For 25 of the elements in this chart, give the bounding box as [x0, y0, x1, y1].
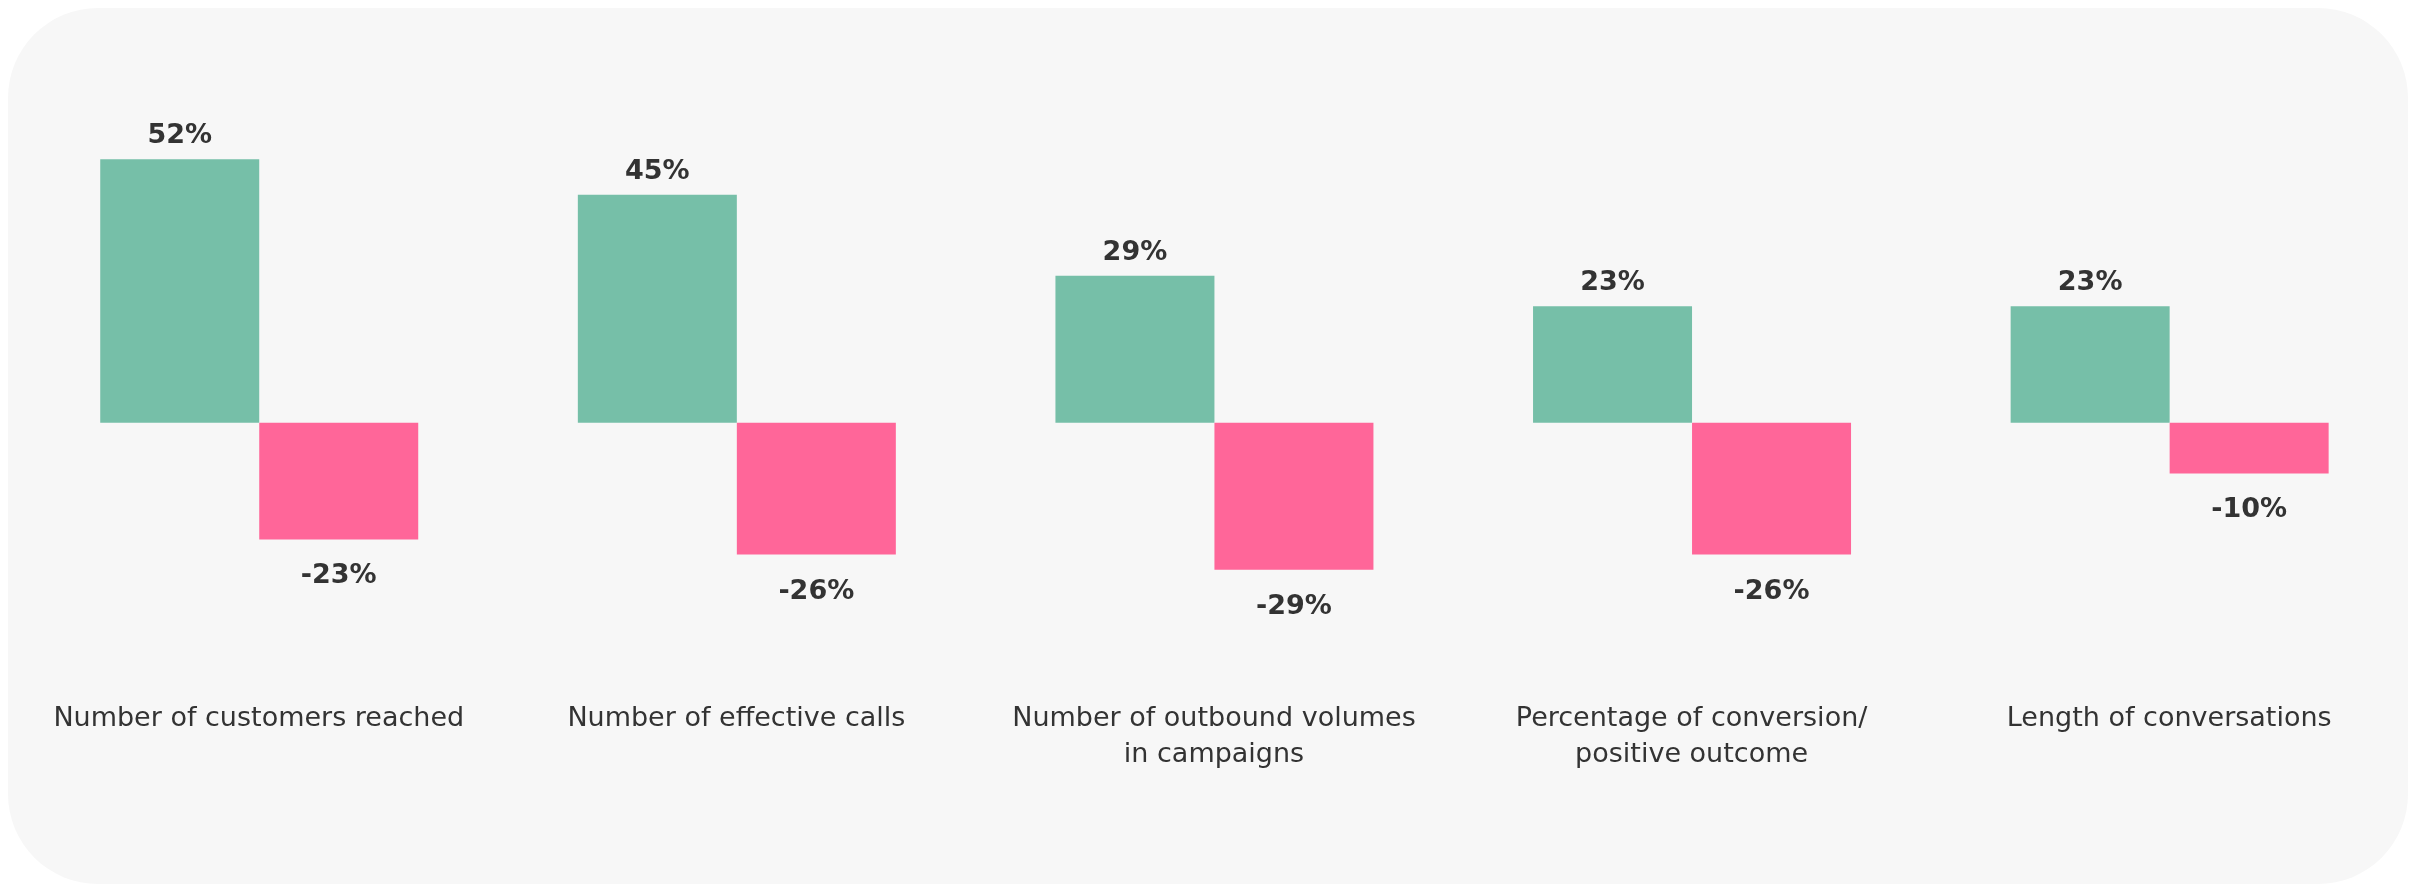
- bar: [577, 194, 737, 423]
- data-label: -23%: [300, 558, 377, 590]
- x-tick-label: Number of customers reached: [53, 701, 465, 732]
- bar: [2010, 306, 2170, 423]
- data-label: -26%: [778, 573, 855, 605]
- data-label: 29%: [1102, 234, 1168, 266]
- bar: [2169, 422, 2329, 474]
- x-tick-label: Length of conversations: [2006, 701, 2332, 732]
- bar: [1533, 306, 1693, 423]
- bar: [259, 422, 419, 540]
- bar: [1055, 275, 1215, 423]
- data-label: -29%: [1256, 588, 1332, 620]
- x-tick-label: Number of effective calls: [567, 701, 906, 732]
- bar: [736, 422, 896, 555]
- data-label: -10%: [2211, 492, 2288, 524]
- data-label: 23%: [1580, 265, 1645, 297]
- data-label: 52%: [147, 118, 213, 150]
- data-label: 45%: [625, 153, 690, 185]
- data-label: -26%: [1733, 573, 1810, 605]
- bar: [1692, 422, 1852, 555]
- data-label: 23%: [2057, 265, 2123, 297]
- bar: [1214, 422, 1374, 570]
- x-tick-label: Number of outbound volumes in campaigns: [1012, 701, 1416, 768]
- x-tick-label: Percentage of conversion/ positive outcome: [1515, 701, 1869, 768]
- bar: [100, 159, 260, 423]
